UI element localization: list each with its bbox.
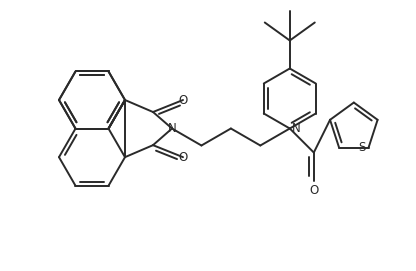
Text: N: N: [291, 122, 300, 135]
Text: O: O: [309, 184, 318, 197]
Text: O: O: [178, 151, 188, 164]
Text: O: O: [178, 93, 188, 107]
Text: N: N: [168, 122, 176, 135]
Text: S: S: [358, 141, 366, 154]
